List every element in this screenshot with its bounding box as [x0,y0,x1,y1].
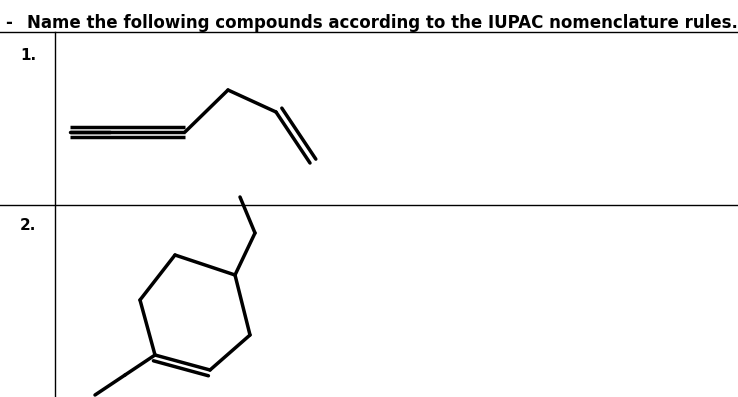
Text: Name the following compounds according to the IUPAC nomenclature rules.: Name the following compounds according t… [27,14,738,32]
Text: 2.: 2. [20,218,36,233]
Text: 1.: 1. [20,48,36,63]
Text: -: - [5,14,12,32]
